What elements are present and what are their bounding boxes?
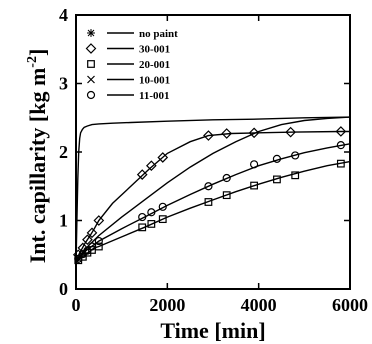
legend-marker-30-001 bbox=[85, 43, 97, 54]
x-tick-label-1: 2000 bbox=[149, 295, 185, 315]
y-axis-label-close: ] bbox=[25, 49, 50, 56]
data-point-11-001-9 bbox=[222, 173, 231, 183]
data-point-30-001-4 bbox=[93, 215, 105, 226]
data-point-11-001-8 bbox=[204, 182, 213, 191]
data-point-30-001-10 bbox=[248, 127, 260, 139]
data-point-20-001-9 bbox=[222, 191, 231, 200]
legend-label-10-001: 10-001 bbox=[139, 75, 170, 87]
x-tick-label-2: 4000 bbox=[241, 295, 277, 315]
legend-marker-no-paint bbox=[87, 29, 95, 37]
data-point-11-001-6 bbox=[147, 208, 156, 217]
data-point-30-001-9 bbox=[221, 128, 233, 139]
legend-marker-10-001 bbox=[87, 75, 95, 84]
data-point-11-001-4 bbox=[94, 236, 103, 246]
data-point-11-001-12 bbox=[291, 151, 300, 160]
y-axis-label: Int. capillarity [kg m-2] bbox=[25, 49, 50, 264]
data-point-11-001-0 bbox=[74, 254, 83, 263]
y-axis-label-main: Int. capillarity [kg m bbox=[25, 68, 50, 264]
data-point-11-001-5 bbox=[138, 212, 147, 222]
y-tick-label-4: 4 bbox=[59, 5, 68, 25]
legend-label-no-paint: no paint bbox=[139, 28, 178, 40]
legend-label-20-001: 20-001 bbox=[139, 59, 170, 71]
data-point-20-001-8 bbox=[204, 198, 213, 206]
series-line-20-001 bbox=[75, 160, 351, 264]
data-point-11-001-2 bbox=[83, 246, 92, 255]
legend-marker-11-001 bbox=[86, 90, 96, 100]
data-point-30-001-6 bbox=[146, 160, 157, 172]
data-point-30-001-11 bbox=[285, 126, 296, 138]
legend-label-30-001: 30-001 bbox=[139, 44, 170, 56]
data-point-11-001-7 bbox=[158, 202, 167, 211]
data-point-11-001-10 bbox=[250, 160, 259, 169]
legend-marker-no-paint-strokes bbox=[87, 29, 95, 37]
data-point-20-001-11 bbox=[273, 175, 281, 184]
data-point-20-001-10 bbox=[250, 181, 259, 190]
legend: no paint 30-001 20-001 10-001 11-001 bbox=[85, 28, 178, 102]
plot-area bbox=[72, 116, 351, 266]
data-point-20-001-7 bbox=[158, 215, 167, 224]
data-point-11-001-13 bbox=[336, 141, 345, 150]
data-point-30-001-3 bbox=[86, 227, 98, 239]
y-tick-label-3: 3 bbox=[59, 74, 68, 94]
x-tick-label-0: 0 bbox=[72, 295, 81, 315]
data-point-20-001-6 bbox=[147, 220, 156, 228]
legend-marker-20-001 bbox=[87, 60, 95, 68]
data-point-11-001-11 bbox=[272, 154, 282, 163]
y-tick-label-2: 2 bbox=[59, 142, 68, 162]
legend-label-11-001: 11-001 bbox=[139, 90, 170, 102]
axes: 0 2000 4000 6000 0 1 2 3 4 bbox=[59, 5, 368, 315]
data-point-20-001-13 bbox=[336, 159, 345, 168]
data-point-30-001-2 bbox=[82, 234, 93, 246]
series-line-11-001 bbox=[75, 143, 351, 263]
data-point-30-001-5 bbox=[136, 169, 148, 180]
data-point-20-001-5 bbox=[138, 223, 147, 232]
x-axis-label: Time [min] bbox=[160, 318, 265, 343]
series-line-30-001 bbox=[75, 130, 350, 261]
y-axis-label-exponent: -2 bbox=[25, 56, 40, 68]
data-point-20-001-12 bbox=[291, 171, 300, 180]
data-point-30-001-7 bbox=[157, 152, 169, 163]
data-point-30-001-8 bbox=[203, 130, 214, 141]
data-point-30-001-12 bbox=[335, 126, 347, 137]
y-tick-label-1: 1 bbox=[59, 211, 68, 231]
y-tick-label-0: 0 bbox=[59, 279, 68, 299]
series-line-10-001 bbox=[75, 116, 351, 262]
series-line-no-paint bbox=[75, 116, 351, 266]
x-tick-label-3: 6000 bbox=[332, 295, 368, 315]
data-point-11-001-3 bbox=[87, 242, 97, 251]
